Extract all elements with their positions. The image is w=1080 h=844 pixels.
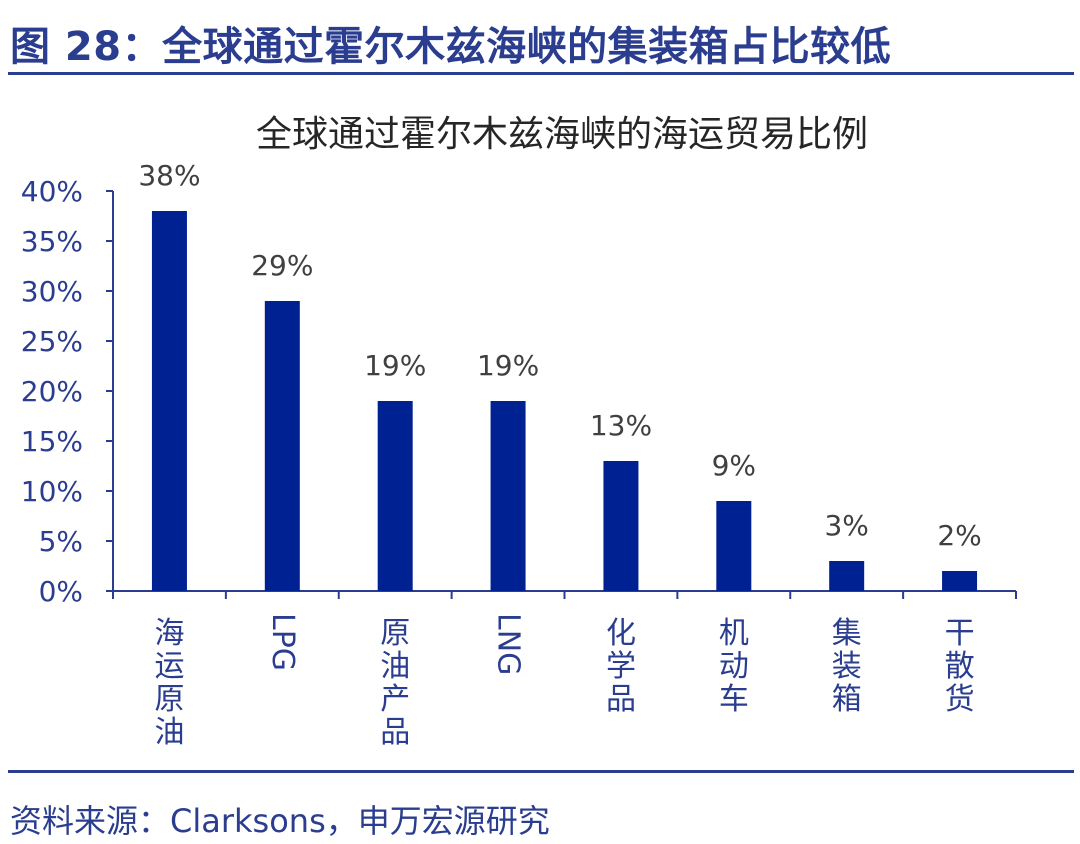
data-label: 38%: [138, 159, 200, 192]
category-label: 集装箱: [832, 616, 862, 717]
category-label: 化学品: [606, 616, 636, 717]
top-rule: [8, 72, 1074, 75]
data-labels: 38% 29% 19% 19% 13% 9% 3% 2%: [138, 159, 981, 552]
data-label: 3%: [824, 509, 868, 542]
bars: [151, 211, 978, 591]
data-label: 19%: [477, 349, 539, 382]
data-label: 2%: [937, 519, 981, 552]
y-tick-label: 20%: [21, 375, 83, 408]
y-tick-label: 30%: [21, 275, 83, 308]
y-tick-label: 40%: [21, 175, 83, 208]
y-axis: 0% 5% 10% 15% 20% 25% 30% 35% 40%: [21, 175, 114, 608]
bar: [264, 301, 300, 591]
category-label: 干散货: [945, 616, 975, 717]
category-label: 海运原油: [154, 616, 184, 750]
data-label: 13%: [590, 409, 652, 442]
y-tick-label: 0%: [39, 575, 83, 608]
bar: [151, 211, 187, 591]
y-tick-label: 25%: [21, 325, 83, 358]
category-label: 机动车: [719, 616, 749, 717]
x-axis: [112, 590, 1017, 599]
y-tick-label: 15%: [21, 425, 83, 458]
data-label: 29%: [251, 249, 313, 282]
bar: [377, 401, 413, 591]
bottom-rule: [8, 770, 1074, 773]
y-tick-label: 35%: [21, 225, 83, 258]
bar: [603, 461, 639, 591]
source-note: 资料来源：Clarksons，申万宏源研究: [10, 802, 550, 840]
y-tick-label: 10%: [21, 475, 83, 508]
chart-title: 全球通过霍尔木兹海峡的海运贸易比例: [256, 114, 868, 155]
bar: [829, 561, 865, 591]
y-tick-label: 5%: [39, 525, 83, 558]
bar: [490, 401, 526, 591]
data-label: 9%: [712, 449, 756, 482]
figure-title: 图 28：全球通过霍尔木兹海峡的集装箱占比较低: [10, 24, 892, 70]
bar: [942, 571, 978, 591]
category-labels: 海运原油 LPG 原油产品 LNG 化学品 机动车 集装箱 干散货: [154, 613, 974, 750]
bar: [716, 501, 752, 591]
category-label: 原油产品: [380, 616, 410, 750]
data-label: 19%: [364, 349, 426, 382]
category-label: LNG: [491, 613, 526, 675]
category-label: LPG: [265, 613, 300, 671]
